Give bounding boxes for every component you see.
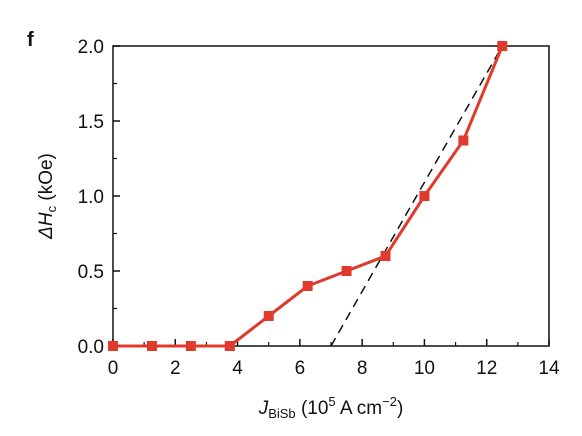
y-axis-title-main: ΔH (36, 212, 57, 240)
ticks-group: 0 2 4 6 8 10 12 14 0.0 0.5 1.0 1.5 2.0 (78, 37, 560, 379)
x-tick-label: 8 (357, 358, 368, 379)
x-axis-title-unit-exp: 5 (328, 394, 335, 409)
data-point-marker (146, 341, 157, 351)
data-point-marker (458, 135, 469, 146)
data-point-marker (419, 191, 430, 201)
fit-line-group (330, 45, 503, 347)
x-tick-label: 4 (232, 358, 243, 379)
y-tick-label: 0.0 (78, 337, 104, 358)
data-point-marker (185, 341, 196, 351)
x-tick-label: 2 (170, 358, 181, 379)
y-axis-title-unit: (kOe) (36, 153, 57, 206)
panel-label: f (27, 29, 34, 51)
x-axis-title-unit-suffix: ) (397, 398, 403, 419)
x-axis-title: JBiSb (105 A cm−2) (258, 394, 404, 421)
x-tick-label: 6 (295, 358, 306, 379)
data-point-marker (497, 41, 508, 51)
x-axis-title-unit-prefix: (10 (296, 398, 329, 419)
fit-line (330, 45, 503, 347)
x-axis-title-unit-mid: A cm (336, 398, 382, 419)
y-tick-label: 2.0 (78, 37, 104, 58)
x-axis-title-unit-exp2: −2 (382, 394, 397, 409)
plot-area: 0 2 4 6 8 10 12 14 0.0 0.5 1.0 1.5 2.0 (78, 37, 560, 379)
data-point-marker (108, 341, 118, 351)
x-tick-label: 0 (108, 358, 119, 379)
y-tick-label: 1.5 (78, 112, 104, 133)
x-tick-label: 14 (538, 358, 560, 379)
data-point-marker (224, 341, 235, 351)
y-axis-title-sub: c (44, 205, 59, 212)
x-axis-title-sub: BiSb (268, 406, 295, 421)
data-point-marker (341, 266, 352, 276)
series-line (113, 45, 504, 348)
data-point-marker (263, 311, 274, 321)
y-tick-label: 0.5 (78, 262, 104, 283)
x-axis-title-main: J (258, 398, 269, 419)
y-tick-label: 1.0 (78, 187, 104, 208)
data-point-marker (302, 281, 313, 291)
y-axis-title: ΔHc (kOe) (36, 153, 59, 240)
x-tick-label: 10 (414, 358, 435, 379)
series-group (108, 41, 508, 351)
data-point-marker (380, 251, 391, 261)
x-tick-label: 12 (476, 358, 497, 379)
